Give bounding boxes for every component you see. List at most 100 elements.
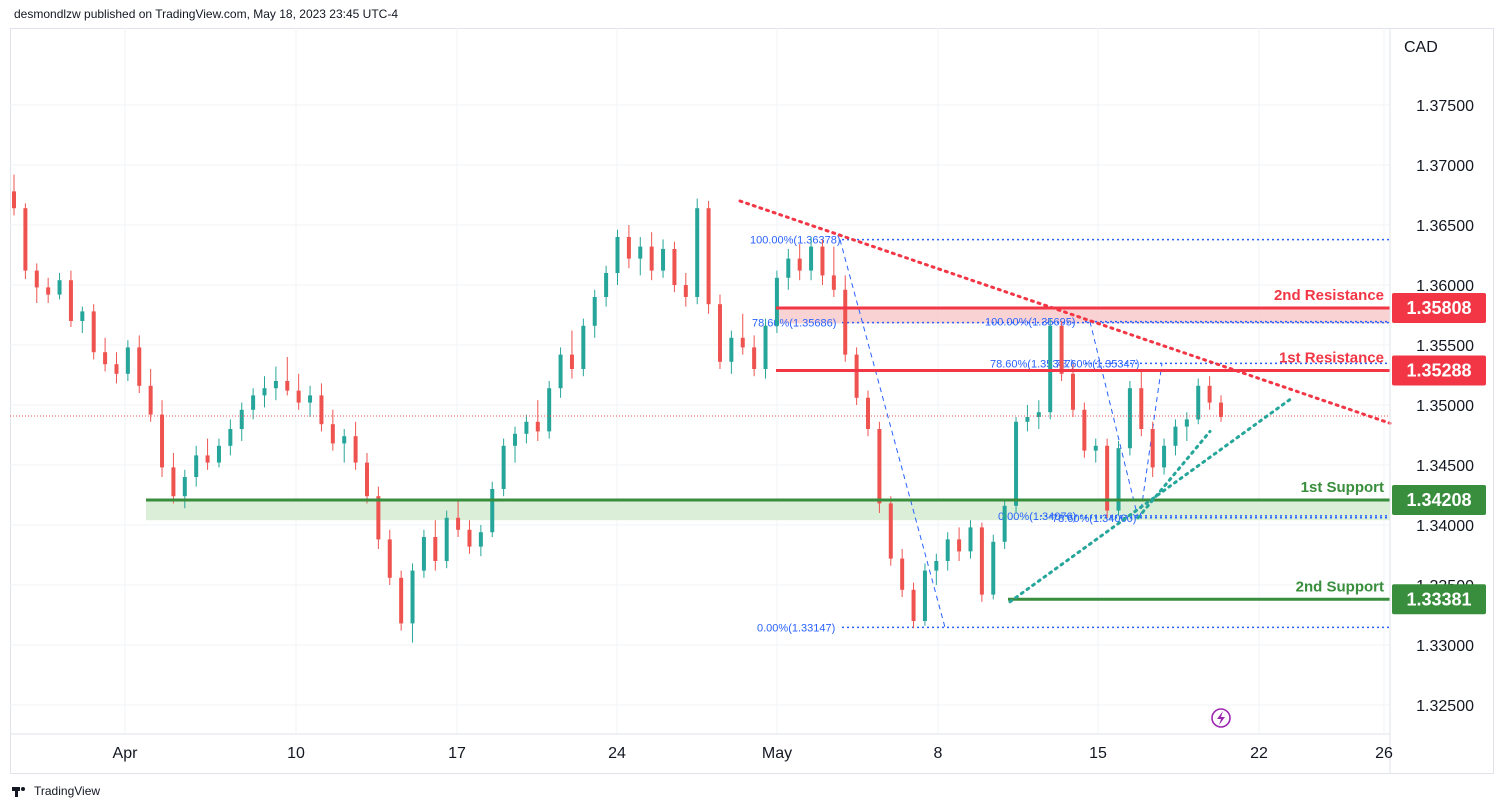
candle-body (524, 421, 529, 434)
candle (1127, 381, 1132, 456)
candle (911, 582, 916, 629)
candle (364, 453, 369, 504)
candle-body (900, 558, 905, 590)
zones (146, 308, 1390, 521)
candle (1002, 501, 1007, 549)
candle (342, 429, 347, 463)
x-tick-label: 15 (1089, 745, 1107, 762)
candle-body (649, 246, 654, 271)
candle (922, 563, 927, 626)
candle (979, 522, 984, 602)
candle-body (922, 570, 927, 621)
fib-label: 0.00%(1.34076) (998, 511, 1076, 523)
candle (797, 244, 802, 281)
candle (513, 426, 518, 463)
y-tick-label: 1.34500 (1416, 458, 1474, 475)
candle (1093, 438, 1098, 463)
candle-body (68, 280, 73, 321)
level-label: 1st Support (1301, 479, 1384, 496)
candle (968, 520, 973, 559)
candle (809, 237, 814, 281)
candle-body (46, 287, 51, 295)
candle-body (148, 385, 153, 415)
candle-body (934, 561, 939, 571)
y-tick-label: 1.32500 (1416, 698, 1474, 715)
trendlines (738, 199, 1392, 604)
candle (194, 445, 199, 487)
price-tag (1392, 293, 1486, 324)
candle-body (399, 577, 404, 624)
uptrend-line (1136, 429, 1212, 520)
candle (308, 385, 313, 417)
candle (535, 400, 540, 441)
candle-body (34, 270, 39, 288)
candle-body (1139, 388, 1144, 429)
candle (569, 330, 574, 379)
candle (900, 549, 905, 597)
x-tick-label: 26 (1375, 745, 1393, 762)
candle (786, 249, 791, 290)
fib-label: 0.00%(1.33147) (757, 622, 835, 634)
candle-body (1105, 445, 1110, 511)
candle-body (1014, 421, 1019, 506)
candle (1139, 369, 1144, 437)
candle (843, 275, 848, 362)
candle (34, 263, 39, 303)
candle (558, 347, 563, 398)
candle-body (968, 527, 973, 552)
candle (148, 369, 153, 422)
candle-body (1082, 409, 1087, 451)
candle (1014, 417, 1019, 513)
fib-label: 78.60%(1.35347) (990, 358, 1074, 370)
x-tick-label: 22 (1250, 745, 1268, 762)
candle-body (991, 541, 996, 595)
candle (1105, 438, 1110, 518)
price-tag (1392, 584, 1486, 615)
candle (934, 553, 939, 585)
candle (661, 239, 666, 278)
candle (103, 337, 108, 372)
candle-body (638, 246, 643, 259)
candle-body (752, 347, 757, 369)
candle-body (1207, 385, 1212, 403)
tradingview-logo-icon (12, 785, 30, 797)
candle (877, 421, 882, 513)
candle-body (672, 249, 677, 285)
candle-body (581, 325, 586, 369)
candle-body (160, 414, 165, 468)
candle (262, 376, 267, 408)
candle-body (729, 337, 734, 362)
candle-body (467, 529, 472, 547)
candle (296, 373, 301, 410)
lightning-icon[interactable] (1211, 708, 1231, 728)
x-tick-label: May (762, 745, 792, 762)
candle (57, 273, 62, 300)
x-tick-label: 17 (448, 745, 466, 762)
candle-body (57, 280, 62, 295)
candle-body (137, 347, 142, 386)
candle-body (262, 388, 267, 396)
y-tick-label: 1.35000 (1416, 398, 1474, 415)
candle (273, 366, 278, 401)
candle (501, 438, 506, 497)
fib-swing (1139, 363, 1163, 518)
candle (638, 237, 643, 276)
candle (1162, 438, 1167, 475)
candle (957, 527, 962, 561)
candle-body (866, 397, 871, 429)
candle-body (330, 424, 335, 444)
price-tag-value: 1.35808 (1406, 298, 1471, 318)
candle (467, 520, 472, 554)
candle-body (683, 285, 688, 297)
candle-body (843, 289, 848, 355)
candle-body (945, 539, 950, 561)
candle-body (319, 395, 324, 425)
candle-body (1036, 412, 1041, 417)
candles (10, 174, 1390, 643)
level-label: 1st Resistance (1279, 349, 1384, 366)
candle (490, 481, 495, 537)
candle-body (12, 191, 16, 209)
candle-body (1116, 448, 1121, 511)
candle (114, 352, 119, 384)
